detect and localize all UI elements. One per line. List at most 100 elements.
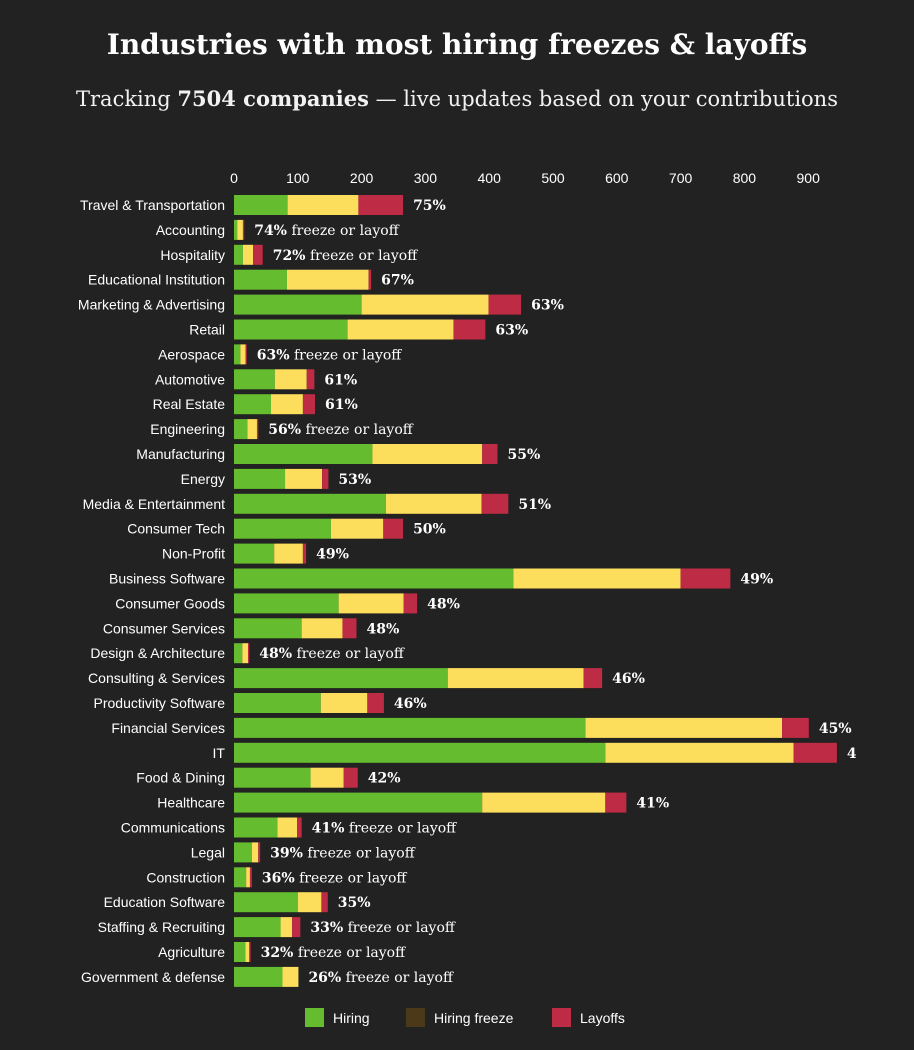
data-label: 39% freeze or layoff bbox=[270, 845, 416, 861]
bar-segment-layoffs bbox=[256, 419, 259, 440]
legend-label-freeze: Hiring freeze bbox=[434, 1009, 514, 1026]
bar-segment-layoffs bbox=[258, 842, 261, 863]
bar-segment-freeze bbox=[310, 767, 344, 788]
bar-segment-freeze bbox=[447, 668, 584, 689]
bar-segment-freeze bbox=[482, 792, 606, 813]
bar-segment-hiring bbox=[234, 319, 348, 340]
bar-segment-freeze bbox=[242, 643, 249, 664]
bar-segment-layoffs bbox=[605, 792, 627, 813]
data-label: 48% bbox=[427, 596, 460, 612]
bar-segment-layoffs bbox=[322, 468, 329, 489]
chart-legend: Hiring Hiring freeze Layoffs bbox=[0, 1008, 914, 1028]
bar-segment-hiring bbox=[234, 618, 302, 639]
bar-segment-layoffs bbox=[248, 643, 250, 664]
bar-segment-layoffs bbox=[292, 917, 301, 938]
data-label: 74% freeze or layoff bbox=[254, 223, 400, 239]
data-label: 55% bbox=[507, 447, 540, 463]
subtitle-prefix: Tracking bbox=[76, 87, 178, 111]
category-label: Communications bbox=[121, 820, 225, 836]
bar-segment-layoffs bbox=[453, 319, 486, 340]
bar-segment-layoffs bbox=[249, 867, 252, 888]
bar-segment-layoffs bbox=[367, 693, 384, 713]
bar-segment-freeze bbox=[347, 319, 454, 340]
bar-segment-hiring bbox=[234, 643, 243, 664]
legend-item-hiring: Hiring bbox=[305, 1008, 370, 1027]
bar-segment-layoffs bbox=[306, 369, 315, 390]
x-tick-label: 800 bbox=[733, 170, 757, 186]
data-label: 46% bbox=[612, 671, 645, 687]
data-label: 4 bbox=[847, 746, 857, 762]
category-label: Real Estate bbox=[153, 396, 226, 412]
category-label: Financial Services bbox=[111, 720, 225, 736]
category-label: Consumer Goods bbox=[115, 595, 225, 611]
bar-segment-hiring bbox=[234, 568, 514, 589]
x-tick-label: 300 bbox=[414, 170, 438, 186]
category-label: Educational Institution bbox=[88, 272, 225, 288]
bar-segment-freeze bbox=[251, 842, 259, 863]
bar-segment-layoffs bbox=[488, 294, 522, 315]
bar-segment-hiring bbox=[234, 444, 373, 464]
bar-segment-freeze bbox=[513, 568, 681, 589]
category-label: Engineering bbox=[150, 421, 225, 437]
category-label: Accounting bbox=[156, 222, 225, 238]
stacked-bar-chart: 0 100 200 300 400 500 600 700 800 900 Travel & Tra… bbox=[78, 170, 857, 987]
bar-segment-hiring bbox=[234, 543, 275, 564]
legend-swatch-freeze bbox=[406, 1008, 425, 1027]
category-label: Government & defense bbox=[81, 969, 225, 985]
bar-segment-freeze bbox=[247, 419, 257, 440]
legend-label-hiring: Hiring bbox=[333, 1009, 370, 1026]
bar-segment-hiring bbox=[234, 468, 286, 489]
bar-segment-layoffs bbox=[583, 668, 603, 689]
bar-segment-hiring bbox=[234, 269, 287, 290]
x-tick-label: 100 bbox=[286, 170, 310, 186]
bar-segment-layoffs bbox=[793, 742, 837, 763]
data-label: 61% bbox=[325, 397, 358, 413]
subtitle-suffix: — live updates based on your contributio… bbox=[368, 87, 838, 111]
category-label: Media & Entertainment bbox=[83, 496, 226, 512]
category-label: Hospitality bbox=[160, 247, 225, 263]
data-label: 32% freeze or layoff bbox=[261, 945, 407, 961]
bar-segment-hiring bbox=[234, 195, 288, 215]
category-label: Construction bbox=[146, 869, 225, 885]
x-tick-label: 900 bbox=[797, 170, 821, 186]
category-label: Energy bbox=[181, 471, 225, 487]
bar-segment-freeze bbox=[287, 195, 359, 215]
legend-item-layoffs: Layoffs bbox=[552, 1008, 625, 1027]
bar-segment-layoffs bbox=[358, 195, 404, 215]
bar-segment-hiring bbox=[234, 817, 278, 838]
bar-segment-hiring bbox=[234, 419, 248, 440]
bar-segment-layoffs bbox=[253, 244, 263, 265]
chart-subtitle: Tracking 7504 companies — live updates b… bbox=[0, 86, 914, 111]
category-label: Business Software bbox=[109, 571, 225, 587]
bar-segment-freeze bbox=[274, 543, 303, 564]
bar-segment-hiring bbox=[234, 369, 275, 390]
bar-segment-layoffs bbox=[680, 568, 731, 589]
bar-segment-layoffs bbox=[249, 942, 251, 962]
data-label: 41% bbox=[636, 796, 669, 812]
legend-item-freeze: Hiring freeze bbox=[406, 1008, 513, 1027]
bar-segment-freeze bbox=[271, 394, 303, 415]
bar-segment-hiring bbox=[234, 867, 247, 888]
data-label: 51% bbox=[518, 497, 551, 513]
bar-segment-freeze bbox=[320, 693, 368, 713]
bar-segment-freeze bbox=[245, 942, 250, 962]
bar-segment-freeze bbox=[277, 817, 298, 838]
bar-segment-freeze bbox=[297, 892, 322, 913]
data-label: 26% freeze or layoff bbox=[308, 970, 454, 986]
data-label: 35% bbox=[338, 895, 371, 911]
bar-segment-hiring bbox=[234, 344, 241, 365]
bar-segment-hiring bbox=[234, 219, 238, 240]
data-label: 36% freeze or layoff bbox=[262, 870, 408, 886]
category-label: Non-Profit bbox=[162, 546, 225, 562]
category-label: Healthcare bbox=[157, 795, 225, 811]
bar-segment-hiring bbox=[234, 892, 298, 913]
bar-segment-freeze bbox=[240, 344, 246, 365]
bar-segment-freeze bbox=[301, 618, 343, 639]
x-tick-label: 0 bbox=[230, 170, 238, 186]
category-label: Legal bbox=[191, 844, 225, 860]
bar-segment-hiring bbox=[234, 717, 586, 738]
category-label: Design & Architecture bbox=[90, 645, 225, 661]
bar-segment-hiring bbox=[234, 394, 272, 415]
chart-title: Industries with most hiring freezes & la… bbox=[106, 28, 808, 61]
data-label: 33% freeze or layoff bbox=[310, 920, 456, 936]
